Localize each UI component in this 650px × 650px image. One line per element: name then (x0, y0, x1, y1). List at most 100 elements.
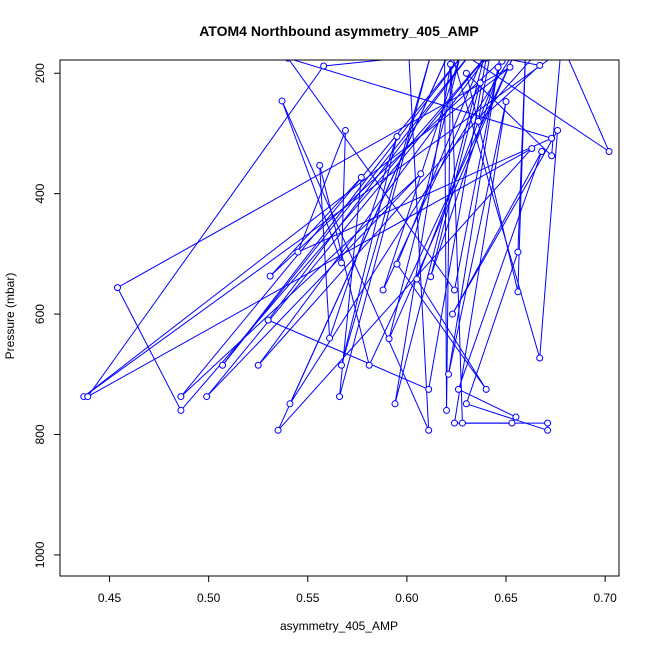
series-segment (117, 287, 182, 411)
series-segment (297, 130, 346, 253)
series-segment (453, 60, 541, 359)
data-point (337, 361, 345, 369)
data-point (365, 361, 373, 369)
data-point (483, 46, 489, 52)
series-segment (458, 388, 517, 418)
data-point (568, 40, 574, 46)
data-point (445, 370, 453, 378)
series-segment (453, 67, 499, 291)
data-point (536, 354, 544, 362)
series-segment (448, 67, 499, 375)
data-point (84, 393, 92, 401)
data-point (450, 286, 458, 294)
x-tick-label: 0.55 (296, 591, 320, 605)
series-segment (340, 136, 398, 366)
series-segment (117, 66, 511, 289)
series-segment (281, 100, 430, 431)
series-segment (416, 61, 503, 280)
series-segment (452, 151, 543, 315)
data-point (413, 275, 421, 283)
y-tick-label: 200 (33, 63, 47, 83)
series-segment (394, 64, 452, 404)
data-point (538, 148, 546, 156)
data-point (177, 393, 185, 401)
series-segment (222, 60, 466, 366)
series-segment (180, 60, 460, 397)
data-point (254, 361, 262, 369)
series-segment (340, 130, 346, 263)
data-point (489, 40, 495, 46)
series-segment (87, 148, 533, 398)
data-point (554, 126, 562, 134)
data-point (316, 161, 324, 169)
series-segment (289, 60, 447, 405)
series-segment (428, 60, 487, 390)
chart-title: ATOM4 Northbound asymmetry_405_AMP (199, 23, 479, 39)
series-segment (267, 60, 467, 321)
data-series-points (80, 40, 613, 434)
data-point (514, 288, 522, 296)
data-point (559, 40, 565, 46)
data-point (357, 173, 365, 181)
series-segment (288, 60, 455, 291)
series-segment (457, 151, 543, 390)
data-point (462, 400, 470, 408)
data-point (502, 98, 510, 106)
data-point (462, 69, 470, 77)
series-segment (83, 60, 550, 397)
series-segment (267, 319, 429, 390)
series-segment (477, 60, 490, 122)
data-point (443, 406, 451, 414)
data-point (498, 60, 506, 65)
data-point (448, 46, 454, 52)
series-segment (319, 165, 331, 339)
data-point (203, 393, 211, 401)
data-point (448, 310, 456, 318)
data-point (543, 40, 549, 46)
series-segment (281, 100, 342, 264)
data-point (336, 393, 343, 401)
data-point (337, 259, 345, 267)
series-segment (319, 165, 370, 366)
x-tick-label: 0.60 (395, 591, 419, 605)
data-point (459, 52, 465, 58)
data-point (219, 361, 227, 369)
data-point (489, 46, 495, 52)
data-point (508, 419, 516, 427)
series-segment (477, 65, 541, 122)
series-segment (452, 130, 558, 315)
series-segment (539, 130, 559, 359)
series-segment (292, 60, 552, 139)
y-tick-label: 600 (33, 304, 47, 324)
data-point (294, 248, 302, 256)
series-segment (509, 60, 540, 66)
data-point (177, 406, 185, 414)
data-point (548, 152, 556, 160)
series-segment (450, 60, 463, 424)
data-point (320, 62, 328, 70)
data-point (425, 385, 433, 393)
data-point (425, 426, 433, 434)
series-segment (257, 60, 532, 366)
data-point (474, 117, 482, 125)
x-tick-label: 0.70 (593, 591, 617, 605)
series-segment (465, 251, 519, 404)
y-tick-label: 800 (33, 424, 47, 444)
data-point (544, 419, 552, 427)
y-axis: 200 400 600 800 1000 (33, 63, 60, 568)
series-segment (466, 72, 552, 157)
data-point (457, 52, 463, 58)
series-segment (323, 60, 387, 67)
data-point (512, 413, 520, 421)
y-tick-label: 400 (33, 183, 47, 203)
data-point (536, 61, 544, 69)
series-segment (269, 177, 362, 277)
data-point (476, 79, 484, 87)
data-point (391, 400, 399, 408)
series-segment (409, 49, 445, 55)
x-tick-label: 0.50 (197, 591, 221, 605)
series-segment (394, 60, 484, 404)
data-point (113, 284, 121, 292)
data-point (514, 248, 522, 256)
